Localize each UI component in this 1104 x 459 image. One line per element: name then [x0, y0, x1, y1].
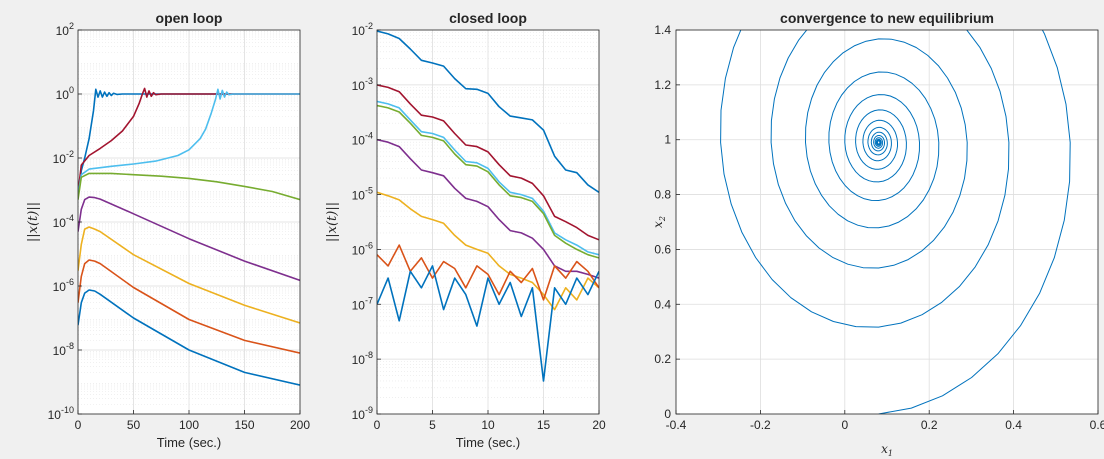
y-tick-label: 10-3: [352, 76, 373, 93]
x-tick-label: 50: [127, 418, 141, 432]
series-line: [377, 265, 599, 382]
x-tick-label: 0: [841, 418, 848, 432]
y-tick-label: 1.4: [654, 23, 671, 37]
series-line: [78, 172, 300, 201]
open-loop-ticks: 0 50 100 150 200 10-10 10-8 10-6 10-4 10-2 100 102: [48, 21, 311, 432]
x-tick-label: 150: [234, 418, 254, 432]
open-loop-lines: [78, 87, 300, 386]
y-tick-label: 10-2: [53, 149, 74, 166]
x-tick-label: 5: [429, 418, 436, 432]
open-loop-title: open loop: [156, 10, 223, 26]
y-tick-label: 0.2: [654, 352, 671, 366]
series-line: [78, 289, 300, 386]
y-tick-label: 10-2: [352, 21, 373, 38]
series-line: [377, 138, 599, 279]
closed-loop-axes: 0 5 10 15 20 10-9 10-8 10-7 10-6 10-5 10-4 10-3 10-2…: [325, 10, 606, 450]
open-loop-xlabel: Time (sec.): [157, 435, 222, 450]
series-line: [78, 87, 300, 194]
series-line: [78, 196, 300, 282]
series-line: [377, 84, 599, 241]
series-line: [78, 226, 300, 324]
y-tick-label: 10-4: [352, 131, 373, 148]
series-line: [377, 244, 599, 301]
phase-plane-axes-box: [675, 29, 1099, 415]
closed-loop-xlabel: Time (sec.): [456, 435, 521, 450]
y-tick-label: 0.4: [654, 297, 671, 311]
phase-plane-title: convergence to new equilibrium: [780, 10, 994, 26]
series-line: [78, 88, 300, 198]
x-tick-label: -0.4: [666, 418, 687, 432]
open-loop-axes: 0 50 100 150 20010-1010-810-610-410-2100102 …: [26, 10, 310, 450]
y-tick-label: 10-6: [352, 240, 373, 257]
series-line: [78, 88, 300, 196]
series-line: [377, 100, 599, 256]
x-tick-label: 10: [481, 418, 495, 432]
phase-plane-axes: -0.4 -0.2 0 0.2 0.4 0.6 0 0.2 0.4 0.6 0.8 1 1.2 1.4 c…: [651, 10, 1104, 458]
closed-loop-ticks: 0 5 10 15 20 10-9 10-8 10-7 10-6 10-5 10-4 10-3 10-2: [352, 21, 606, 432]
x-tick-label: 0: [374, 418, 381, 432]
phase-plane-ylabel: x2: [651, 216, 667, 228]
closed-loop-ylabel: ||x(t)||: [325, 202, 340, 242]
phase-plane-plot-area: [676, 30, 1098, 414]
phase-plane-lines: [720, 30, 1071, 414]
series-line: [377, 104, 599, 259]
x-tick-label: 15: [537, 418, 551, 432]
x-tick-label: 0: [75, 418, 82, 432]
y-tick-label: 0.6: [654, 242, 671, 256]
x-tick-label: 0.4: [1005, 418, 1022, 432]
x-tick-label: 0.2: [921, 418, 938, 432]
y-tick-label: 10-6: [53, 277, 74, 294]
y-tick-label: 102: [56, 21, 74, 38]
y-tick-label: 10-9: [352, 405, 373, 422]
x-tick-label: -0.2: [750, 418, 771, 432]
y-tick-label: 10-5: [352, 186, 373, 203]
series-line: [720, 30, 1071, 414]
y-tick-label: 0.8: [654, 188, 671, 202]
series-line: [78, 259, 300, 354]
y-tick-label: 0: [664, 407, 671, 421]
y-tick-label: 10-7: [352, 295, 373, 312]
y-tick-label: 1: [664, 133, 671, 147]
closed-loop-title: closed loop: [449, 10, 527, 26]
open-loop-ylabel: ||x(t)||: [26, 202, 41, 242]
series-line: [377, 191, 599, 311]
y-tick-label: 1.2: [654, 78, 671, 92]
closed-loop-lines: [377, 30, 599, 382]
x-tick-label: 0.6: [1090, 418, 1104, 432]
y-tick-label: 100: [56, 85, 74, 102]
y-tick-label: 10-10: [48, 405, 74, 422]
phase-plane-xlabel: x1: [881, 442, 893, 458]
x-tick-label: 20: [592, 418, 606, 432]
x-tick-label: 100: [179, 418, 199, 432]
y-tick-label: 10-8: [53, 341, 74, 358]
phase-plane-ticks: -0.4 -0.2 0 0.2 0.4 0.6 0 0.2 0.4 0.6 0.8 1 1.2 1.4: [654, 23, 1104, 432]
x-tick-label: 200: [290, 418, 310, 432]
series-line: [377, 30, 599, 193]
y-tick-label: 10-4: [53, 213, 74, 230]
y-tick-label: 10-8: [352, 350, 373, 367]
